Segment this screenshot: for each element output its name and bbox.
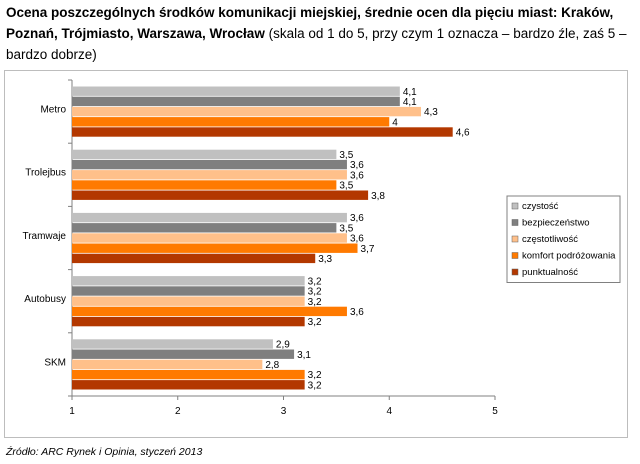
bar [72, 149, 337, 160]
bar [72, 253, 316, 264]
bar [72, 159, 347, 170]
bar [72, 212, 347, 223]
bar [72, 316, 305, 327]
data-label: 3,2 [308, 317, 322, 328]
bar [72, 86, 400, 96]
bar [72, 170, 347, 180]
bar [72, 243, 358, 253]
bar [72, 223, 337, 233]
y-category-label: SKM [44, 357, 66, 368]
chart-title-bold: Ocena poszczególnych środków komunikacji… [6, 5, 614, 41]
bar [72, 127, 453, 137]
bar [72, 369, 305, 380]
data-label: 3,6 [350, 213, 364, 224]
legend-label: czystość [522, 201, 559, 212]
chart-frame [4, 70, 628, 438]
bar [72, 339, 273, 349]
legend-swatch [511, 219, 519, 226]
legend-label: częstotliwość [522, 234, 578, 245]
data-label: 4,1 [403, 87, 417, 98]
chart-title: Ocena poszczególnych środków komunikacji… [6, 2, 636, 65]
y-category-label: Trolejbus [25, 168, 66, 179]
data-label: 3,3 [318, 254, 332, 265]
legend-label: punktualność [522, 267, 578, 278]
bar [72, 190, 369, 200]
bar [72, 106, 421, 117]
data-label: 3,2 [308, 276, 322, 287]
bar-chart: 1 2 3 4 5Metro4,14,14,344,6Trolejbus3,53,63,… [22, 79, 621, 417]
data-label: 4,1 [403, 97, 417, 108]
x-tick-label: 4 [386, 406, 392, 417]
legend-swatch [511, 268, 519, 276]
y-category-label: Tramwaje [22, 231, 66, 242]
legend-swatch [511, 202, 519, 210]
source-note: Źródło: ARC Rynek i Opinia, styczeń 2013 [6, 446, 203, 458]
data-label: 3,7 [361, 244, 375, 255]
data-label: 3,6 [350, 307, 364, 318]
legend-box [506, 195, 621, 283]
bar [72, 380, 305, 390]
data-label: 3,5 [339, 150, 353, 161]
legend-label: komfort podróżowania [522, 251, 616, 262]
chart-title-scale: (skala od 1 do 5, przy czym 1 oznacza – … [6, 26, 627, 62]
legend-swatch [511, 235, 519, 243]
x-tick-label: 3 [281, 406, 287, 417]
bar [72, 306, 347, 317]
bar [72, 286, 305, 296]
bar [72, 233, 347, 243]
data-label: 3,2 [308, 380, 322, 391]
bar [72, 117, 390, 127]
data-label: 3,2 [308, 370, 322, 381]
data-label: 3,5 [339, 223, 353, 234]
data-label: 4,6 [456, 128, 470, 139]
data-label: 3,2 [308, 297, 322, 308]
data-label: 3,6 [350, 234, 364, 245]
x-tick-label: 2 [175, 406, 181, 417]
data-label: 3,5 [339, 181, 353, 192]
y-category-label: Metro [40, 105, 66, 116]
x-tick-label: 5 [492, 406, 498, 417]
y-category-label: Autobusy [24, 294, 66, 305]
bar [72, 96, 400, 107]
data-label: 3,1 [297, 350, 311, 361]
bar [72, 349, 295, 359]
data-label: 3,8 [371, 191, 385, 202]
data-label: 3,2 [308, 287, 322, 298]
legend-label: bezpieczeństwo [522, 218, 590, 229]
data-label: 3,6 [350, 160, 364, 171]
data-label: 2,8 [265, 360, 279, 371]
data-label: 2,9 [276, 340, 290, 351]
bar [72, 359, 263, 370]
data-label: 4,3 [424, 107, 438, 118]
bar [72, 276, 305, 286]
data-label: 4 [392, 117, 398, 128]
x-tick-label: 1 [69, 406, 75, 417]
data-label: 3,6 [350, 170, 364, 181]
legend-swatch [511, 252, 519, 259]
bar [72, 296, 305, 306]
bar [72, 180, 337, 190]
